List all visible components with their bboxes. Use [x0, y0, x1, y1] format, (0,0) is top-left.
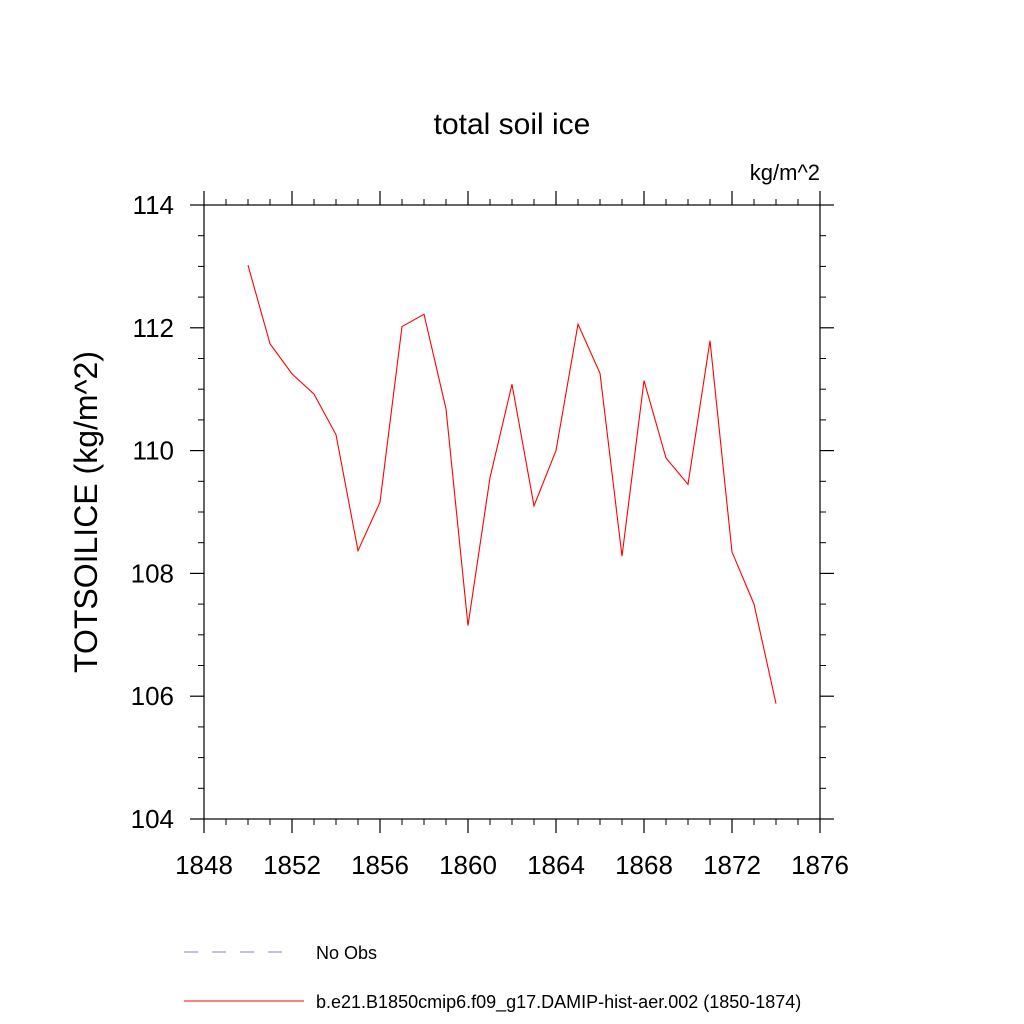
y-tick-label: 114 — [133, 190, 174, 220]
x-tick-label: 1848 — [175, 850, 233, 880]
units-label: kg/m^2 — [750, 160, 820, 185]
legend: No Obs b.e21.B1850cmip6.f09_g17.DAMIP-his… — [184, 943, 801, 1013]
x-tick-label: 1872 — [703, 850, 761, 880]
x-tick-label: 1876 — [791, 850, 849, 880]
y-tick-label: 106 — [131, 681, 174, 711]
y-tick-label: 110 — [133, 436, 174, 466]
y-tick-label: 112 — [133, 313, 174, 343]
legend-label: No Obs — [316, 943, 377, 963]
y-axis-label: TOTSOILICE (kg/m^2) — [68, 351, 104, 673]
x-tick-label: 1860 — [439, 850, 497, 880]
x-tick-label: 1856 — [351, 850, 409, 880]
series-layer — [247, 265, 777, 704]
legend-label: b.e21.B1850cmip6.f09_g17.DAMIP-hist-aer.… — [316, 992, 801, 1013]
chart-title: total soil ice — [434, 108, 591, 141]
x-tick-label: 1864 — [527, 850, 585, 880]
y-tick-label: 104 — [131, 804, 174, 834]
y-tick-label: 108 — [131, 558, 174, 588]
x-tick-label: 1852 — [263, 850, 321, 880]
series-line — [247, 265, 777, 704]
y-axis-ticks: 104 106 108 110 112 114 — [131, 190, 834, 834]
x-tick-label: 1868 — [615, 850, 673, 880]
x-axis-ticks: 1848 1852 1856 1860 1864 1868 1872 1876 — [175, 191, 849, 880]
